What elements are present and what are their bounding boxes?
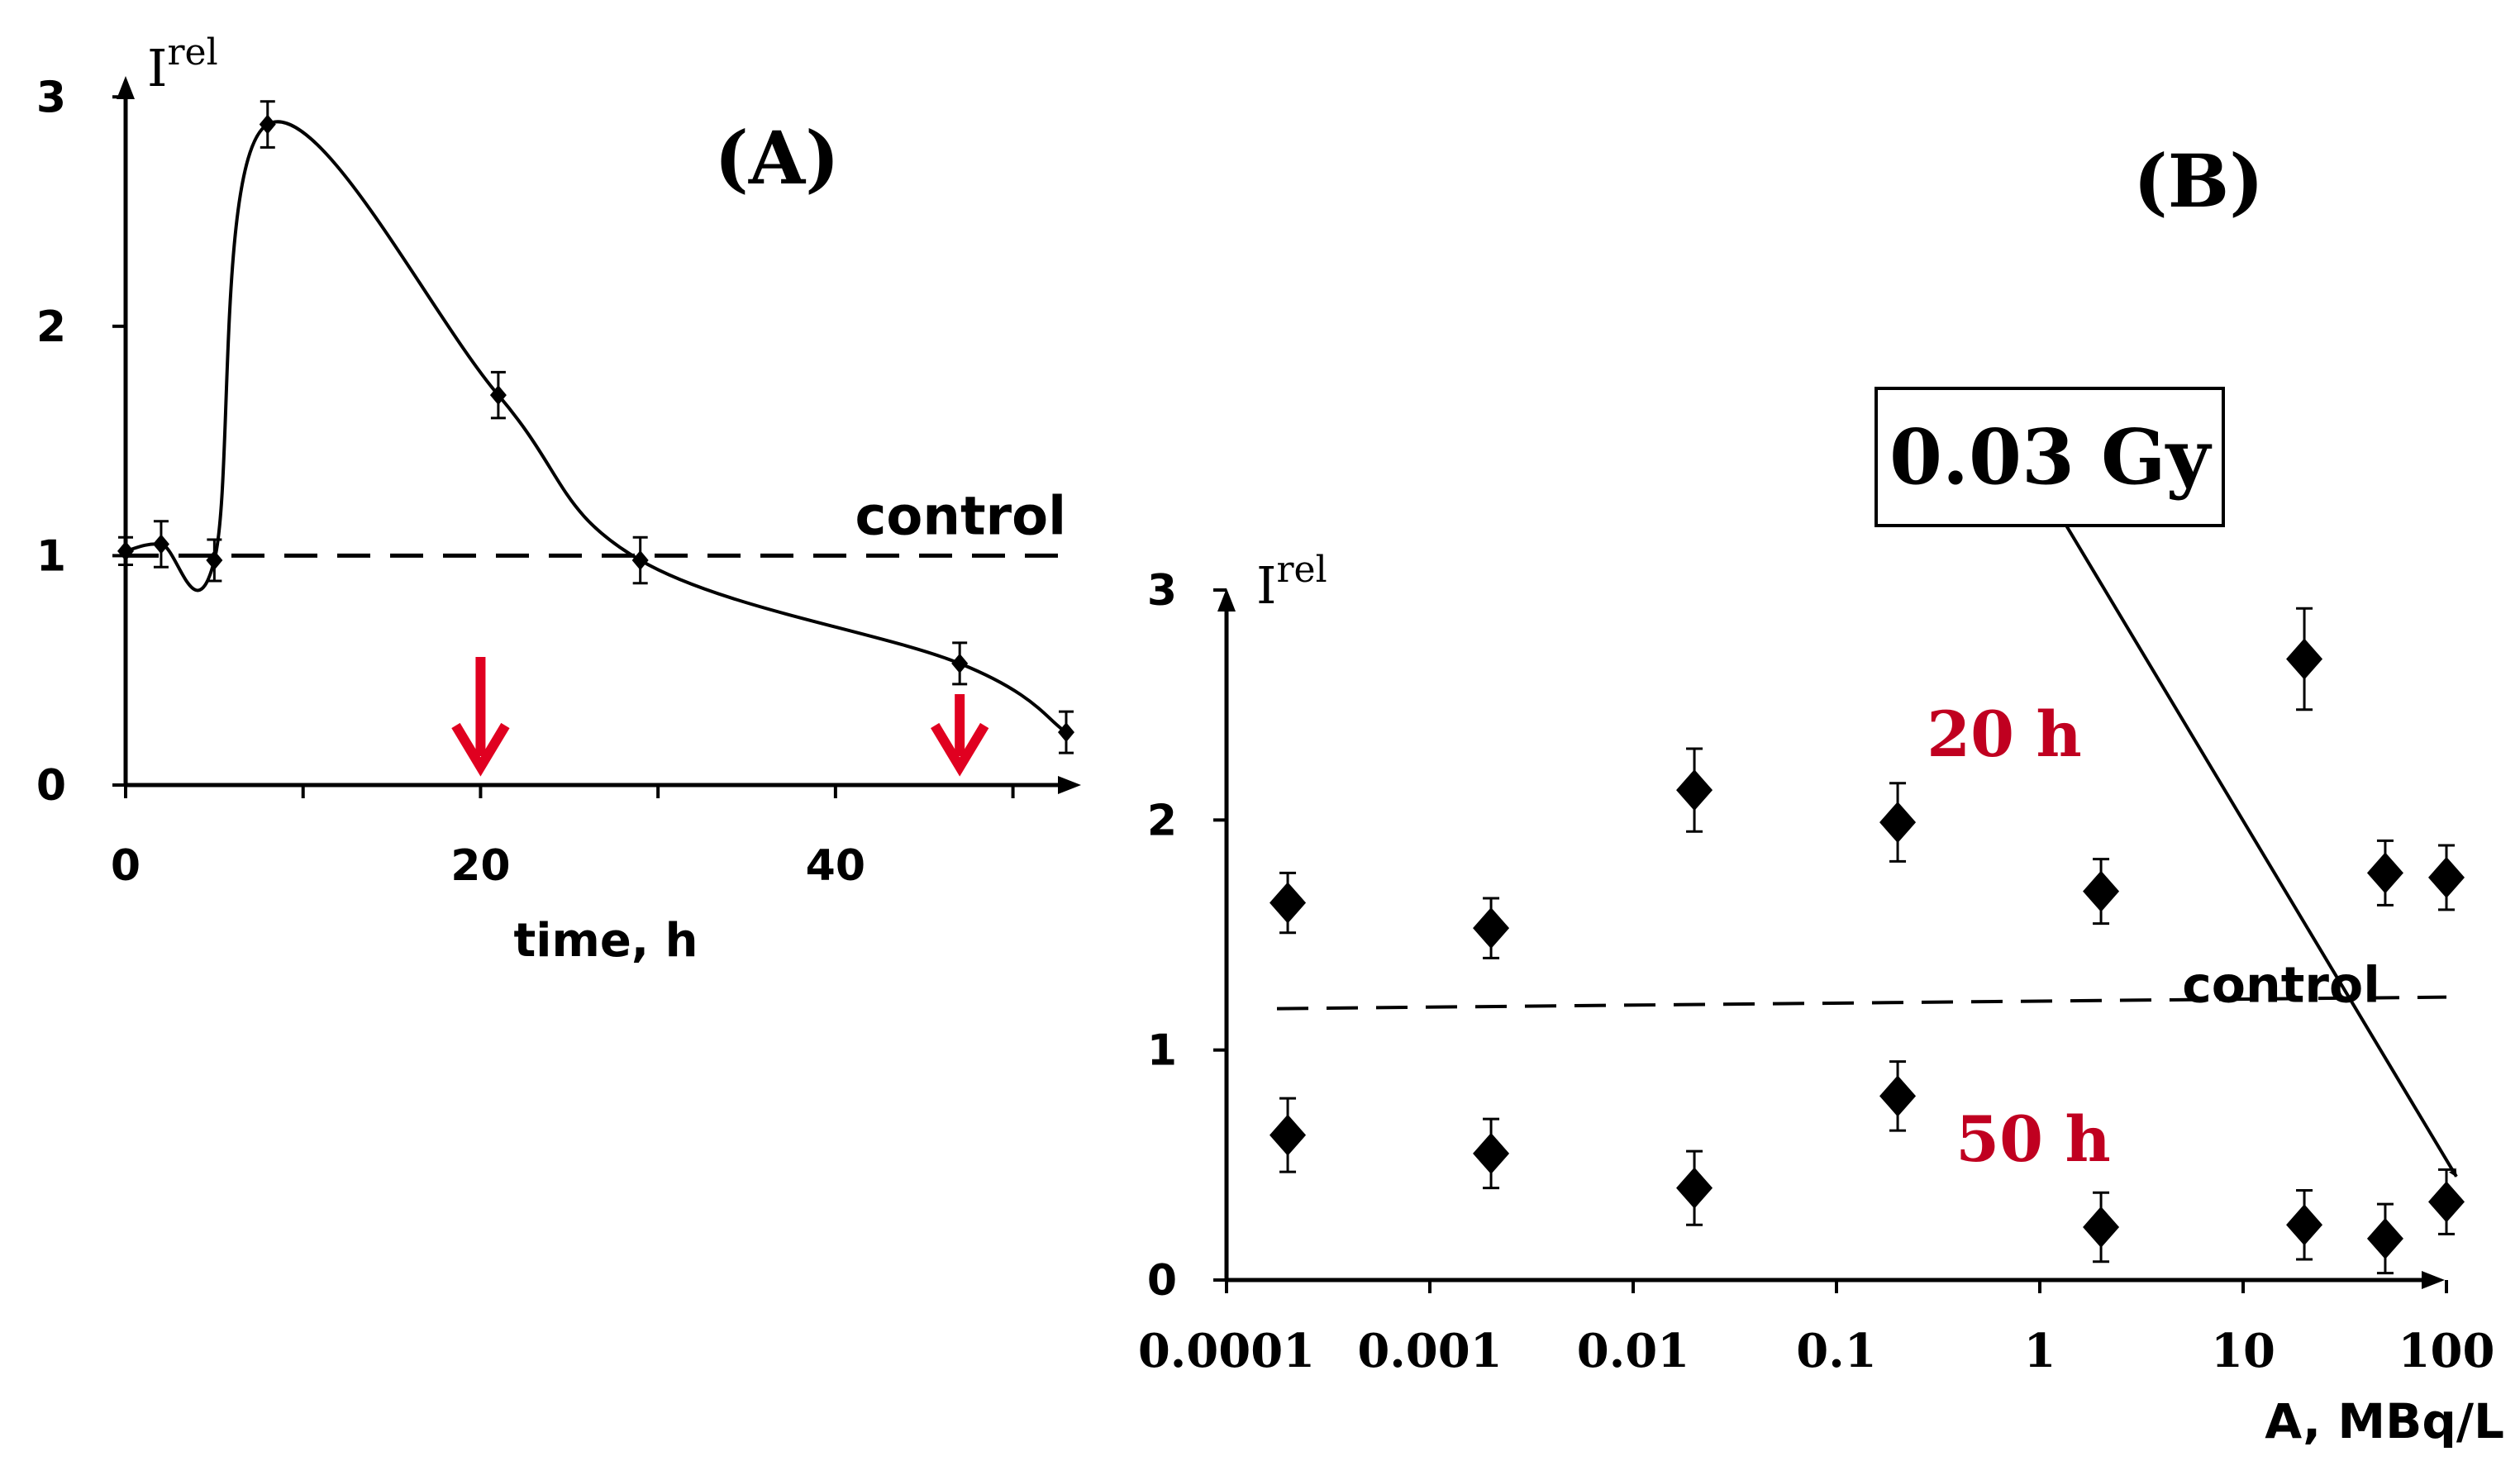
panel-b-point	[2286, 1188, 2323, 1261]
panel-a-y-tick-label: 3	[36, 73, 66, 122]
panel-b-point	[1879, 1060, 1917, 1132]
panel-b-y-tick-label: 0	[1147, 1256, 1177, 1306]
panel-b-control-label: control	[2182, 957, 2380, 1015]
panel-b-label: (B)	[2133, 138, 2264, 224]
panel-b-point	[2286, 607, 2323, 711]
panel-b-series-label: 20 h	[1927, 697, 2081, 771]
panel-b-y-label: Irel	[1256, 549, 1327, 616]
panel-a-points	[117, 100, 1074, 754]
panel-b-y-tick-label: 3	[1147, 566, 1177, 616]
panel-b-point	[1879, 782, 1917, 863]
panel-b-point	[1270, 1097, 1307, 1173]
panel-b-y-tick-label: 2	[1147, 796, 1177, 845]
annotation-text: 0.03 Gy	[1889, 412, 2213, 502]
panel-a-point	[206, 538, 223, 583]
panel-b-x-tick-label: 0.0001	[1138, 1324, 1315, 1378]
panel-b-x-axis-arrowhead	[2422, 1271, 2445, 1289]
panel-b-x-tick-label: 0.01	[1577, 1324, 1689, 1378]
panel-b-x-tick-label: 10	[2211, 1324, 2275, 1378]
panel-a-point	[631, 535, 649, 585]
panel-b-series-label: 50 h	[1956, 1102, 2110, 1176]
panel-a-x-tick-label: 20	[450, 841, 510, 891]
panel-a-point	[117, 535, 134, 567]
panel-a-x-ticks: 0 20 40	[111, 785, 1015, 891]
panel-a-point	[1058, 710, 1074, 754]
panel-a-y-tick-label: 2	[36, 302, 66, 352]
panel-b-x-tick-label: 1	[2024, 1324, 2056, 1378]
panel-a: 0 1 2 3 0 20 40 Irel (A) time, h control	[36, 31, 1081, 968]
panel-a-point	[489, 370, 507, 420]
panel-a-x-label: time, h	[514, 914, 698, 968]
panel-a-red-arrow	[931, 694, 989, 777]
panel-a-control-label: control	[855, 486, 1066, 547]
panel-b-point	[2428, 844, 2465, 911]
panel-b-series-labels: 20 h 50 h	[1927, 697, 2110, 1176]
panel-a-y-ticks: 0 1 2 3	[36, 73, 126, 811]
panel-a-label: (A)	[714, 115, 840, 201]
panel-b-x-tick-label: 100	[2399, 1324, 2495, 1378]
annotation-box	[1875, 387, 2225, 527]
panel-a-red-arrow	[451, 657, 510, 777]
panel-b-x-label: A, MBq/L	[2265, 1393, 2504, 1449]
panel-a-x-tick-label: 40	[806, 841, 865, 891]
panel-b-y-axis-arrowhead	[1217, 588, 1236, 612]
panel-b-point	[2366, 839, 2403, 907]
panel-a-y-tick-label: 1	[36, 531, 66, 581]
panel-b-point	[2083, 1191, 2120, 1263]
panel-a-y-label: Irel	[147, 31, 218, 98]
panel-b-x-ticks: 0.0001 0.001 0.01 0.1 1 10 100	[1138, 1280, 2495, 1378]
panel-b-y-tick-label: 1	[1147, 1026, 1177, 1076]
panel-b-points	[1270, 607, 2465, 1275]
panel-b-point	[2366, 1202, 2403, 1275]
panel-a-curve	[125, 120, 1068, 734]
panel-b-point	[1676, 747, 1713, 833]
panel-a-x-tick-label: 0	[111, 841, 141, 891]
panel-b-point	[1473, 897, 1510, 959]
panel-b-point	[1473, 1117, 1510, 1190]
panel-a-y-axis-arrowhead	[117, 76, 135, 99]
panel-b-point	[1270, 871, 1307, 935]
panel-b-y-ticks: 0 1 2 3	[1147, 566, 1227, 1306]
panel-a-point	[152, 520, 169, 569]
panel-b-point	[2428, 1168, 2465, 1235]
panel-b-point	[1676, 1149, 1713, 1226]
panel-b-point	[2083, 858, 2120, 926]
panel-a-point	[259, 100, 276, 149]
panel-a-y-tick-label: 0	[36, 761, 66, 811]
annotation-arrow	[2065, 524, 2458, 1178]
panel-a-x-axis-arrowhead	[1058, 776, 1081, 794]
panel-a-point	[951, 641, 969, 686]
panel-b: 0 1 2 3 0.0001 0.001 0.01 0.1 1 10 100 Irel (B) A…	[1138, 138, 2504, 1449]
panel-b-x-tick-label: 0.001	[1357, 1324, 1502, 1378]
panel-b-x-tick-label: 0.1	[1796, 1324, 1876, 1378]
panel-a-arrows	[451, 657, 989, 777]
